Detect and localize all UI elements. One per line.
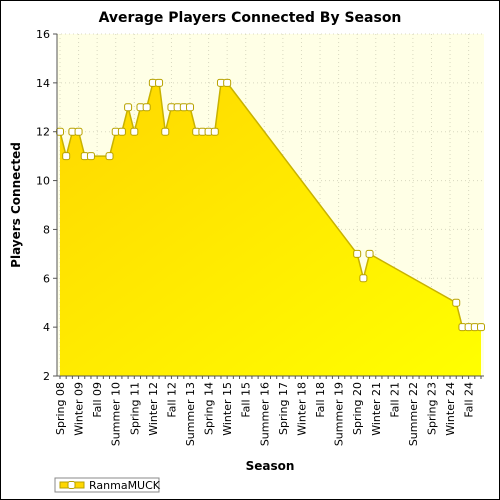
x-tick-label: Summer 22 xyxy=(407,382,420,446)
series-area xyxy=(60,82,481,377)
chart-title: Average Players Connected By Season xyxy=(99,10,402,26)
data-point xyxy=(452,298,461,307)
data-point xyxy=(105,152,114,161)
y-tick-label: 10 xyxy=(36,175,50,188)
x-tick-label: Summer 19 xyxy=(333,382,346,446)
x-tick-label: Spring 20 xyxy=(351,382,364,435)
data-point xyxy=(142,103,151,112)
y-tick-label: 8 xyxy=(43,223,50,236)
series-markers xyxy=(56,78,485,332)
x-tick-label: Fall 12 xyxy=(165,382,178,418)
x-tick-label: Summer 10 xyxy=(110,382,123,446)
data-point xyxy=(186,103,195,112)
data-point xyxy=(359,274,368,283)
y-tick-label: 16 xyxy=(36,28,50,41)
x-ticks: Spring 08 Winter 09 Fall 09 Summer 10 Spring… xyxy=(54,376,482,446)
data-point xyxy=(161,127,170,136)
x-tick-label: Spring 23 xyxy=(426,382,439,435)
x-tick-label: Fall 09 xyxy=(91,382,104,418)
x-tick-label: Spring 08 xyxy=(54,382,67,435)
y-tick-label: 6 xyxy=(43,272,50,285)
x-tick-label: Fall 21 xyxy=(388,382,401,418)
x-tick-label: Winter 12 xyxy=(147,382,160,436)
x-tick-label: Spring 17 xyxy=(277,382,290,435)
data-point xyxy=(365,249,374,258)
x-tick-label: Summer 13 xyxy=(184,382,197,446)
data-point xyxy=(477,323,485,332)
x-tick-label: Winter 09 xyxy=(73,382,86,436)
x-tick-label: Spring 14 xyxy=(203,382,216,435)
x-axis-label: Season xyxy=(246,459,295,473)
y-tick-label: 2 xyxy=(43,370,50,383)
legend-marker-icon xyxy=(67,481,76,489)
legend: RanmaMUCK xyxy=(54,477,161,493)
data-point xyxy=(353,249,362,258)
y-axis-label: Players Connected xyxy=(9,142,23,268)
x-tick-label: Winter 24 xyxy=(444,382,457,436)
x-tick-label: Winter 18 xyxy=(296,382,309,436)
data-point xyxy=(74,127,83,136)
data-point xyxy=(124,103,133,112)
y-tick-label: 12 xyxy=(36,126,50,139)
x-tick-label: Spring 11 xyxy=(128,382,141,435)
x-tick-label: Fall 18 xyxy=(314,382,327,418)
x-tick-label: Fall 15 xyxy=(240,382,253,418)
data-point xyxy=(155,78,164,87)
data-point xyxy=(62,152,71,161)
y-ticks: 2 4 6 8 10 12 14 16 xyxy=(36,28,57,383)
data-point xyxy=(86,152,95,161)
x-tick-label: Winter 21 xyxy=(370,382,383,436)
x-tick-label: Winter 15 xyxy=(221,382,234,436)
y-tick-label: 14 xyxy=(36,77,50,90)
data-point xyxy=(210,127,219,136)
x-tick-label: Fall 24 xyxy=(463,382,476,418)
data-point xyxy=(130,127,139,136)
y-tick-label: 4 xyxy=(43,321,50,334)
data-point xyxy=(56,127,64,136)
data-point xyxy=(117,127,126,136)
legend-label: RanmaMUCK xyxy=(89,479,161,492)
data-point xyxy=(223,78,232,87)
x-tick-label: Summer 16 xyxy=(258,382,271,446)
